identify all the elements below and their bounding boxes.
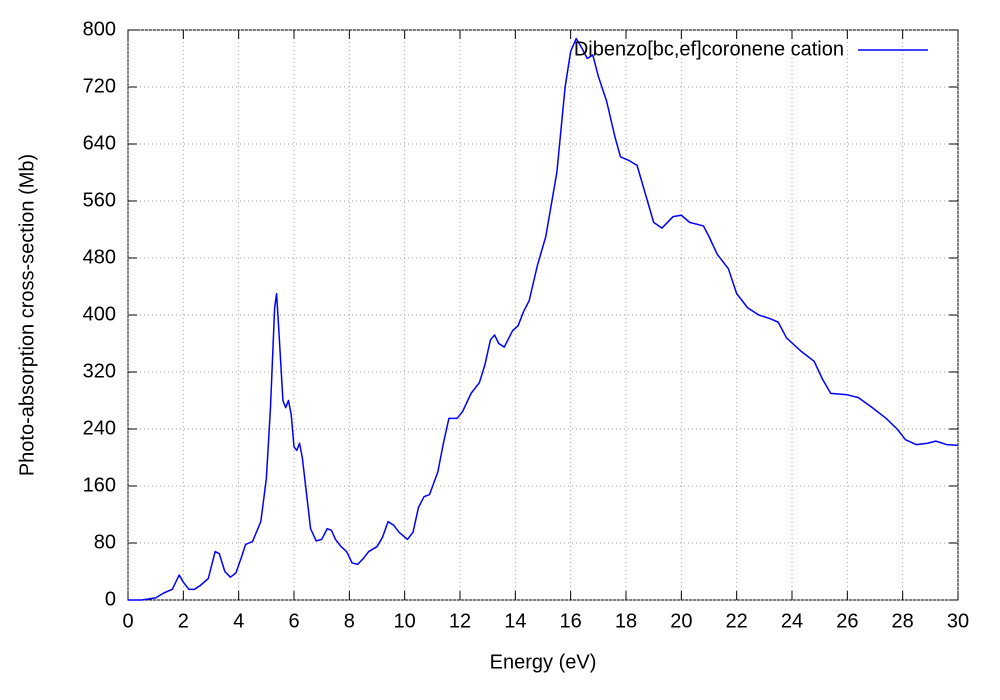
x-tick-label: 8 [344,610,355,632]
x-tick-label: 24 [781,610,803,632]
x-tick-label: 20 [670,610,692,632]
y-tick-label: 560 [83,189,116,211]
x-tick-label: 28 [892,610,914,632]
y-tick-label: 160 [83,474,116,496]
legend-label: Dibenzo[bc,ef]coronene cation [574,38,844,60]
x-tick-label: 30 [947,610,969,632]
y-axis-label: Photo-absorption cross-section (Mb) [16,154,38,476]
y-tick-label: 80 [94,531,116,553]
x-tick-label: 10 [394,610,416,632]
x-tick-label: 0 [122,610,133,632]
x-tick-label: 6 [288,610,299,632]
x-tick-label: 12 [449,610,471,632]
y-tick-label: 800 [83,18,116,40]
y-tick-label: 320 [83,360,116,382]
x-tick-label: 16 [560,610,582,632]
x-tick-label: 26 [836,610,858,632]
x-axis-label: Energy (eV) [490,651,597,673]
y-tick-label: 720 [83,75,116,97]
y-tick-label: 400 [83,303,116,325]
x-tick-label: 22 [726,610,748,632]
y-tick-label: 480 [83,246,116,268]
x-tick-label: 4 [233,610,244,632]
data-line [128,37,959,601]
y-tick-label: 240 [83,417,116,439]
y-tick-label: 0 [105,588,116,610]
x-tick-label: 2 [178,610,189,632]
x-tick-label: 14 [504,610,526,632]
y-tick-label: 640 [83,132,116,154]
x-tick-label: 18 [615,610,637,632]
